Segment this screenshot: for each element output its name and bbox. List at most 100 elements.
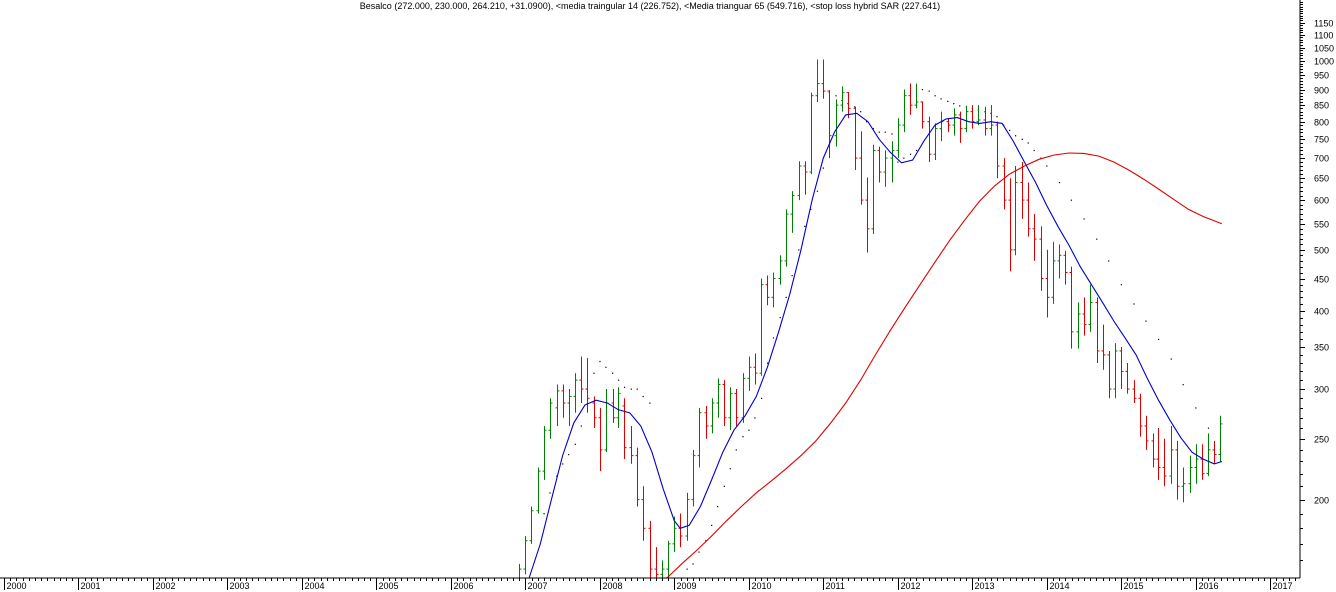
ohlc-bar (1032, 214, 1037, 261)
sar-dot (735, 449, 737, 451)
ohlc-bar (678, 513, 683, 548)
ohlc-bar (716, 378, 721, 418)
ohlc-bar (536, 467, 541, 514)
ohlc-bar (964, 105, 969, 133)
sar-dot (996, 116, 998, 118)
x-tick-label: 2010 (752, 581, 772, 591)
chart-title: Besalco (272.000, 230.000, 264.210, +31.… (359, 1, 941, 11)
ma65-line (666, 152, 1223, 579)
ohlc-bar (672, 516, 677, 553)
x-tick-label: 2004 (305, 581, 325, 591)
sar-dot (705, 540, 707, 542)
ohlc-bar (728, 387, 733, 431)
x-tick-label: 2011 (826, 581, 845, 591)
ohlc-bar (1002, 158, 1007, 210)
y-tick-label: 1100 (1314, 31, 1333, 41)
y-tick-label: 600 (1314, 196, 1329, 206)
y-tick-label: 750 (1314, 135, 1329, 145)
sar-dot (866, 121, 868, 123)
ohlc-bar (946, 118, 951, 133)
ohlc-bar (1113, 343, 1118, 399)
sar-dot (717, 505, 719, 508)
ohlc-bar (1188, 455, 1193, 493)
ohlc-bar (598, 407, 603, 472)
x-tick-label: 2017 (1273, 581, 1293, 591)
sar-dot (872, 128, 874, 130)
ohlc-bar (747, 356, 752, 391)
ohlc-bar (933, 123, 938, 161)
sar-dot (1120, 284, 1122, 286)
sar-dot (897, 161, 899, 163)
sar-dot (854, 106, 856, 108)
y-tick-label: 350 (1314, 343, 1329, 353)
ohlc-bar (853, 106, 858, 171)
ohlc-bar (542, 425, 547, 480)
ohlc-bar (1132, 380, 1137, 404)
ohlc-bar (1218, 415, 1223, 462)
ohlc-bar (920, 101, 925, 129)
ohlc-bar (1138, 393, 1143, 437)
sar-dot (990, 112, 992, 114)
ohlc-bar (759, 278, 764, 376)
sar-dot (934, 95, 936, 97)
sar-dot (959, 105, 961, 107)
sar-dot (909, 153, 912, 155)
ohlc-bar (567, 389, 572, 426)
ohlc-bar (840, 86, 845, 112)
y-tick-label: 1050 (1314, 44, 1334, 54)
ohlc-bar (523, 535, 528, 575)
ohlc-bar (1013, 165, 1018, 256)
sar-dot (915, 149, 918, 152)
sar-dot (891, 133, 893, 135)
x-tick-label: 2002 (156, 581, 176, 591)
sar-dot (804, 225, 806, 227)
ohlc-bar (970, 105, 975, 129)
y-tick-label: 1000 (1314, 57, 1334, 67)
ohlc-bar (517, 563, 522, 579)
ohlc-bar (803, 161, 808, 195)
sar-dot (1170, 358, 1172, 360)
y-tick-label: 300 (1314, 385, 1329, 395)
ohlc-bar (797, 161, 802, 201)
sar-dot (847, 103, 849, 105)
ohlc-bar (666, 540, 671, 578)
ohlc-bar (635, 447, 640, 507)
sar-dot (810, 208, 812, 211)
ohlc-bar (902, 89, 907, 133)
sar-dot (556, 475, 558, 477)
sar-dot (921, 89, 924, 91)
ohlc-bar (809, 92, 814, 175)
sar-dot (953, 103, 955, 105)
ohlc-bar (1101, 324, 1106, 370)
sar-dot (760, 397, 763, 399)
ohlc-bar (691, 449, 696, 507)
sar-dot (580, 425, 582, 427)
ohlc-bar (704, 405, 709, 439)
sar-dot (617, 379, 620, 381)
sar-dot (642, 395, 644, 398)
sar-dot (1046, 165, 1048, 167)
ohlc-bar (1088, 284, 1093, 332)
ohlc-bar (611, 389, 616, 423)
y-axis: 1150 1100 1050 1000 950 900 850 800 750 700 650 600… (1299, 0, 1334, 578)
x-tick-label: 2014 (1050, 581, 1070, 591)
ohlc-bar (548, 398, 553, 439)
ohlc-bar (1162, 438, 1167, 487)
ohlc-bar (1212, 440, 1217, 464)
ohlc-bar (821, 59, 826, 99)
sar-dot (612, 372, 614, 374)
ohlc-bar (753, 353, 758, 385)
ohlc-bar (1156, 428, 1161, 480)
ohlc-bar (1051, 241, 1056, 304)
sar-dot (903, 157, 905, 159)
ohlc-bar (1095, 297, 1100, 364)
y-tick-label: 500 (1314, 246, 1329, 256)
ohlc-bar (1026, 182, 1031, 237)
sar-dot (1014, 135, 1017, 137)
sar-dot (1096, 238, 1098, 240)
x-tick-label: 2008 (603, 581, 623, 591)
sar-dot (1195, 407, 1197, 409)
ohlc-bar (734, 389, 739, 426)
ohlc-bar (890, 141, 895, 183)
